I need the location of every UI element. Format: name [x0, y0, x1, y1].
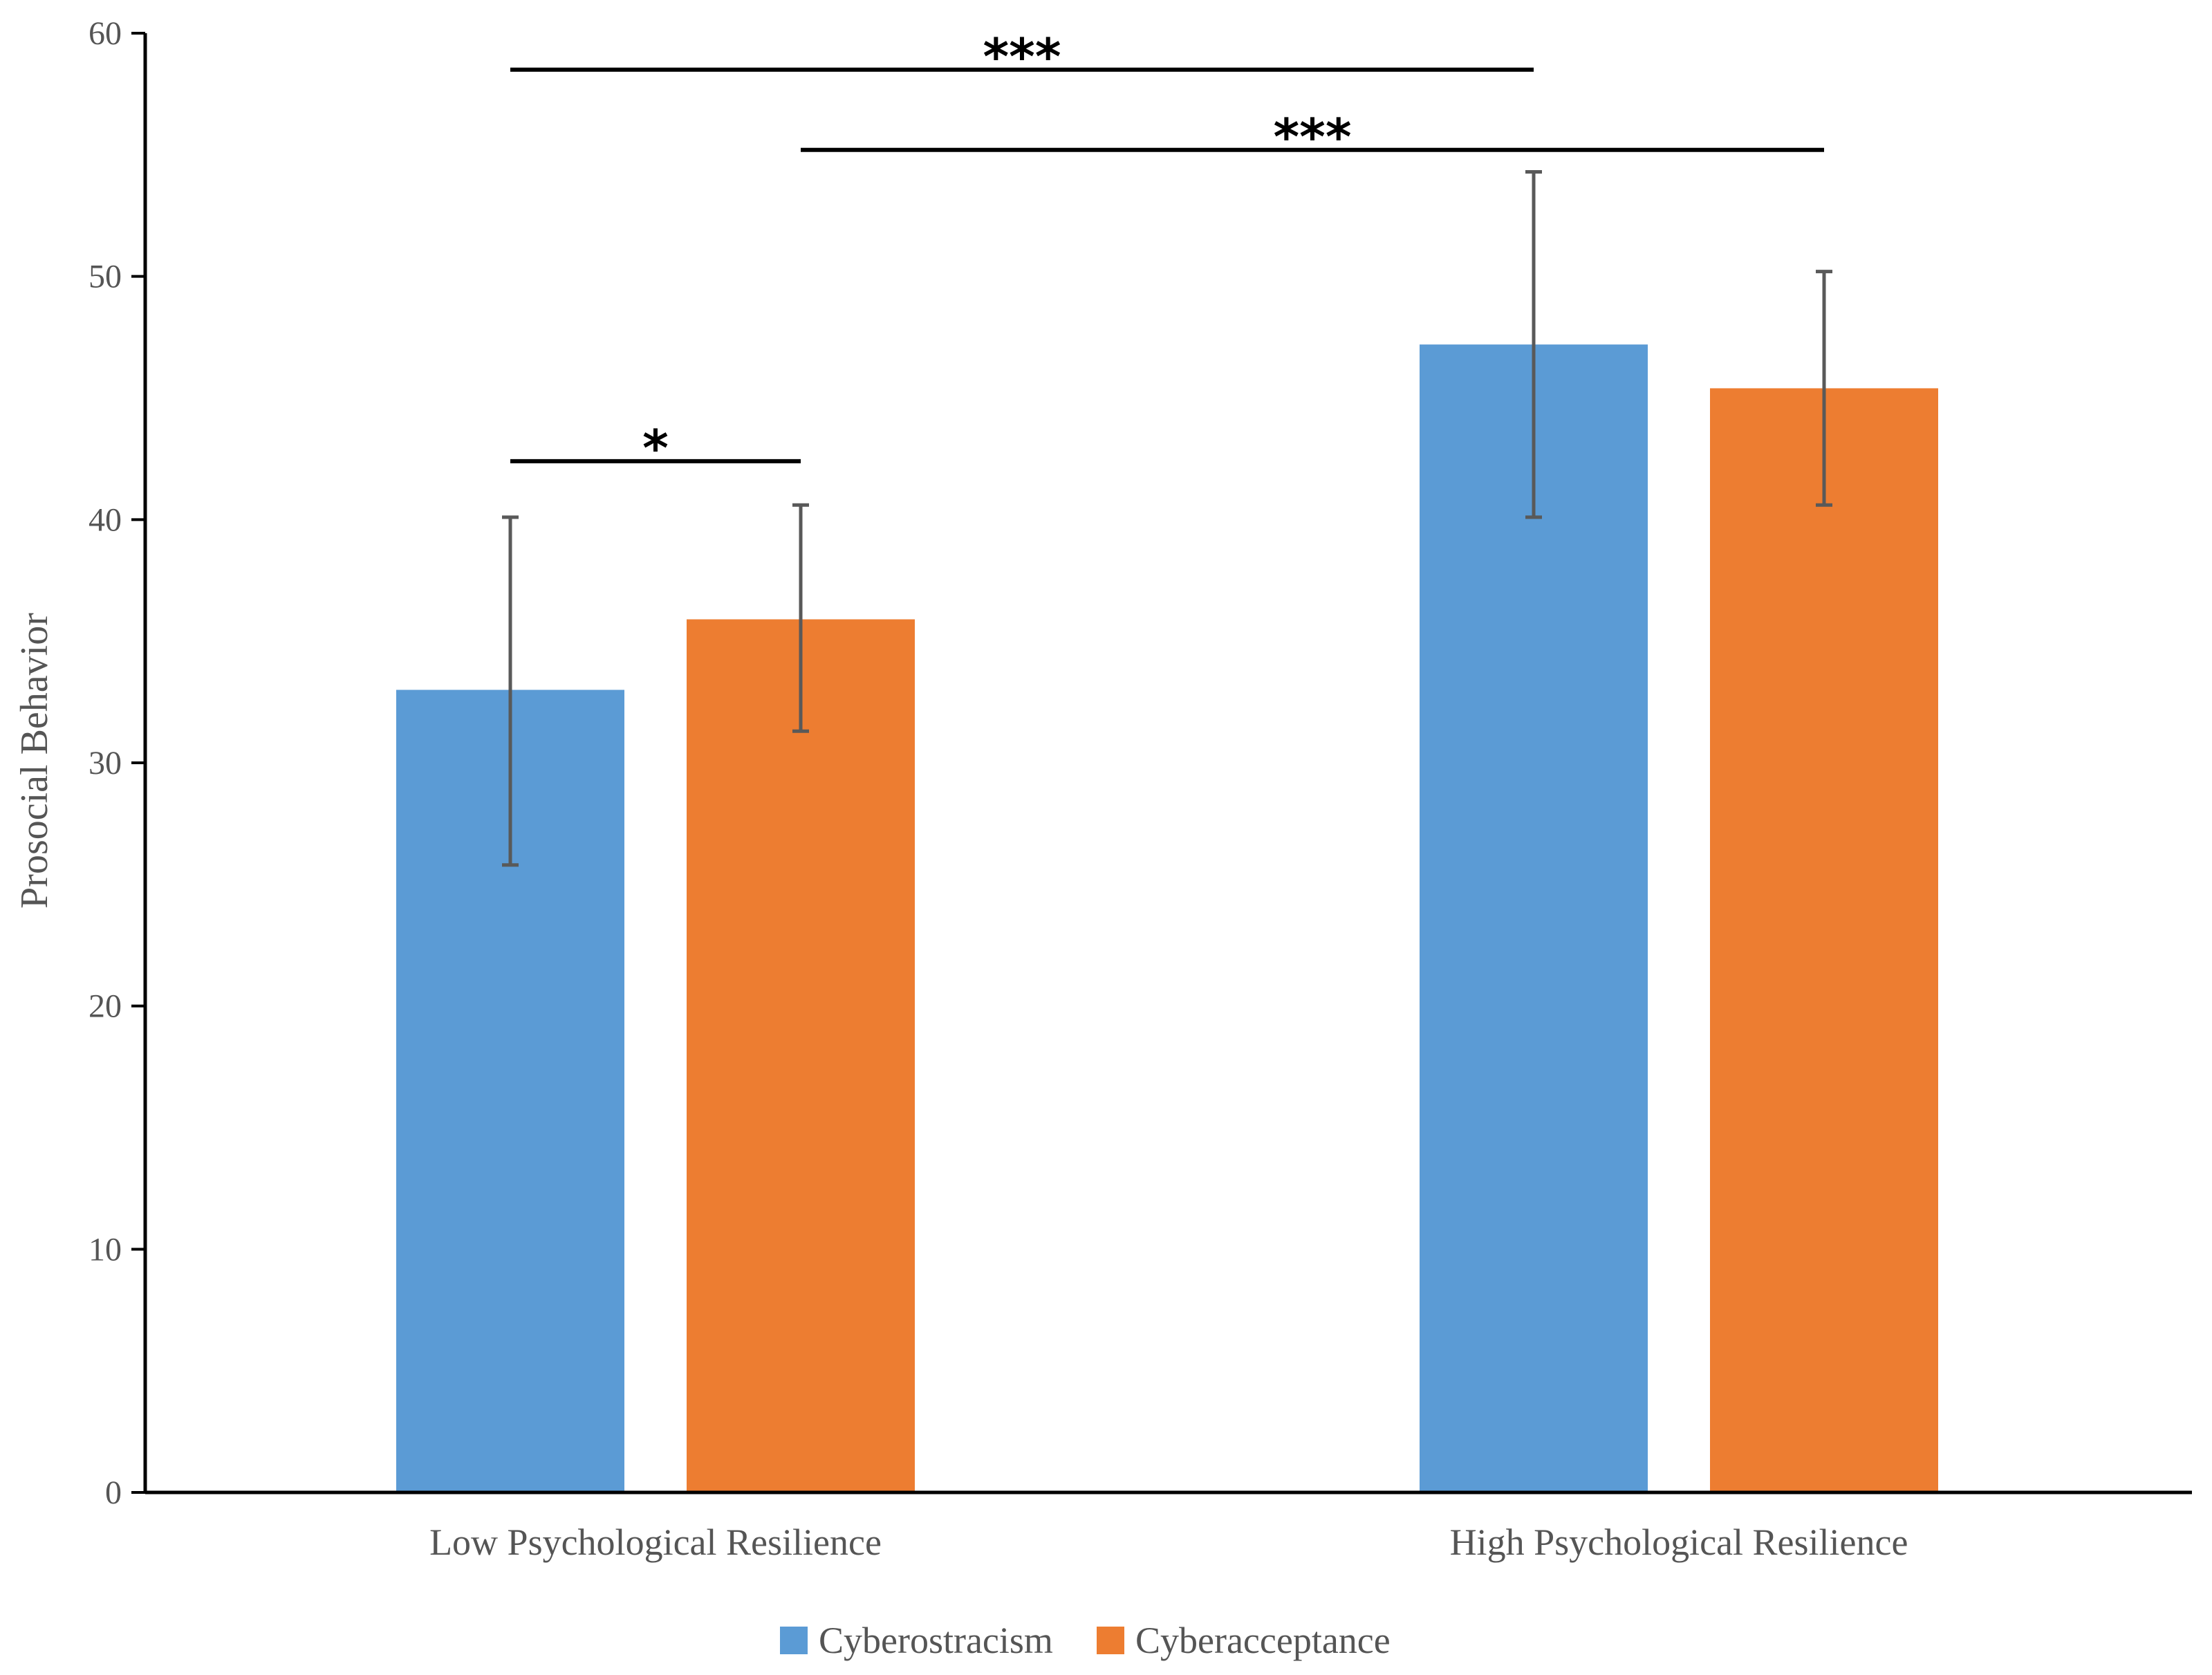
axes [143, 33, 2192, 1494]
significance-label: * [642, 419, 669, 477]
x-category-label: High Psychological Resilience [1450, 1521, 1908, 1563]
x-category-label: Low Psychological Resilience [429, 1521, 882, 1563]
legend-label-0: Cyberostracism [819, 1620, 1053, 1661]
legend-label-1: Cyberacceptance [1135, 1620, 1391, 1661]
significance-label: *** [983, 28, 1061, 86]
y-tick-label: 0 [105, 1474, 122, 1511]
y-tick-label: 50 [89, 259, 122, 295]
bars [396, 344, 1938, 1493]
y-tick-label: 20 [89, 988, 122, 1025]
significance-label: *** [1274, 108, 1352, 166]
y-tick-label: 60 [89, 15, 122, 52]
x-axis-category-labels: Low Psychological Resilience High Psychol… [429, 1521, 1908, 1563]
bar-1-0 [687, 619, 915, 1493]
significance-annotations: ******* [510, 28, 1824, 477]
legend-swatch-1 [1097, 1627, 1124, 1654]
y-tick-label: 40 [89, 501, 122, 538]
y-tick-label: 30 [89, 745, 122, 781]
y-axis-title: Prosocial Behavior [13, 613, 56, 909]
legend: Cyberostracism Cyberacceptance [780, 1620, 1391, 1661]
legend-swatch-0 [780, 1627, 808, 1654]
y-tick-label: 10 [89, 1231, 122, 1268]
bar-0-1 [1420, 344, 1648, 1493]
y-axis-ticks: 0 10 20 30 40 50 60 [89, 15, 145, 1511]
bar-1-1 [1710, 388, 1938, 1492]
error-bars [502, 169, 1832, 867]
